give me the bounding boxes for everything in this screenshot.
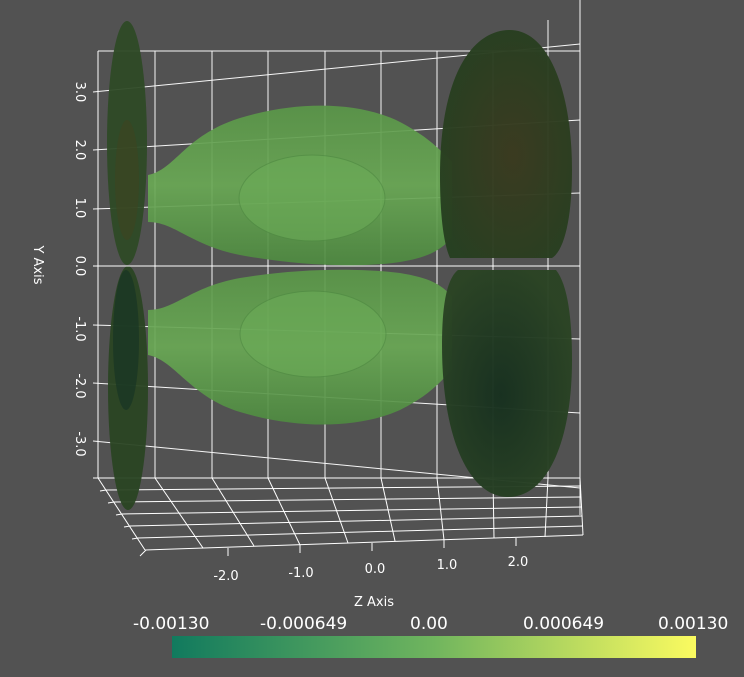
y-tick-label: 3.0 <box>72 82 87 103</box>
colorbar <box>172 636 696 658</box>
y-tick-label: 1.0 <box>72 198 87 219</box>
right-cap-lower <box>442 270 572 497</box>
colorbar-label-q1: -0.000649 <box>260 614 348 634</box>
right-cap-upper <box>440 30 572 258</box>
z-tick-label: -1.0 <box>288 566 313 581</box>
colorbar-label-min: -0.00130 <box>133 614 210 634</box>
y-axis-title: Y Axis <box>30 244 45 284</box>
y-tick-label: 0.0 <box>72 256 87 277</box>
colorbar-label-q3: 0.000649 <box>523 614 605 634</box>
left-orbital-caps <box>107 21 148 510</box>
y-tick-label: -2.0 <box>72 373 87 398</box>
orbital-lobes <box>148 105 452 425</box>
z-tick-label: -2.0 <box>213 569 238 584</box>
upper-inner-lobe <box>238 154 386 242</box>
lower-inner-lobe <box>239 290 387 378</box>
y-tick-label: 2.0 <box>72 140 87 161</box>
z-axis-title: Z Axis <box>354 595 394 610</box>
right-orbital-caps <box>440 30 572 497</box>
colorbar-label-mid: 0.00 <box>410 614 448 634</box>
y-tick-label: -1.0 <box>72 316 87 341</box>
z-tick-label: 0.0 <box>365 562 386 577</box>
colorbar-label-max: 0.00130 <box>658 614 729 634</box>
front-grid-lines <box>93 51 580 478</box>
z-tick-label: 1.0 <box>437 558 458 573</box>
y-tick-labels: 3.0 2.0 1.0 0.0 -1.0 -2.0 -3.0 Y Axis <box>30 82 87 457</box>
z-tick-labels: -2.0 -1.0 0.0 1.0 2.0 Z Axis <box>213 555 528 610</box>
z-tick-label: 2.0 <box>508 555 529 570</box>
y-tick-label: -3.0 <box>72 431 87 456</box>
